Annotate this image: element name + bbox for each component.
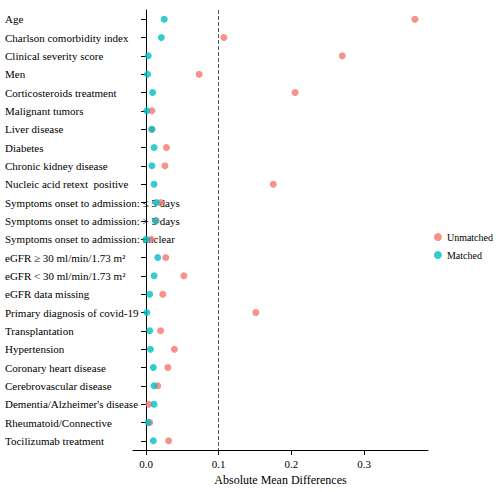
svg-text:eGFR data missing: eGFR data missing: [5, 288, 90, 300]
svg-text:Corticosteroids treatment: Corticosteroids treatment: [5, 87, 117, 99]
svg-text:Rheumatoid/Connective: Rheumatoid/Connective: [5, 417, 112, 429]
svg-text:eGFR < 30 ml/min/1.73 m²: eGFR < 30 ml/min/1.73 m²: [5, 270, 126, 282]
svg-text:Dementia/Alzheimer's disease: Dementia/Alzheimer's disease: [5, 398, 138, 410]
svg-text:Tocilizumab treatment: Tocilizumab treatment: [5, 435, 104, 447]
svg-text:Chronic kidney disease: Chronic kidney disease: [5, 160, 108, 172]
svg-text:Clinical severity score: Clinical severity score: [5, 50, 103, 62]
svg-text:Diabetes: Diabetes: [5, 142, 43, 154]
svg-text:Matched: Matched: [447, 250, 482, 261]
svg-text:Liver disease: Liver disease: [5, 123, 63, 135]
svg-text:Symptoms onset to admission: u: Symptoms onset to admission: unclear: [5, 233, 175, 245]
svg-text:Absolute Mean Differences: Absolute Mean Differences: [214, 473, 347, 487]
svg-text:0.3: 0.3: [357, 458, 371, 470]
svg-text:Symptoms onset to admission: >: Symptoms onset to admission: > 5 days: [5, 215, 180, 227]
svg-text:Hypertension: Hypertension: [5, 343, 65, 355]
svg-text:Age: Age: [5, 13, 23, 25]
svg-text:Symptoms onset to admission: ≤: Symptoms onset to admission: ≤ 5 days: [5, 197, 180, 209]
svg-text:eGFR ≥ 30 ml/min/1.73 m²: eGFR ≥ 30 ml/min/1.73 m²: [5, 252, 126, 264]
svg-text:Malignant tumors: Malignant tumors: [5, 105, 84, 117]
svg-text:Charlson comorbidity index: Charlson comorbidity index: [5, 32, 129, 44]
svg-text:Transplantation: Transplantation: [5, 325, 74, 337]
svg-text:Unmatched: Unmatched: [447, 232, 493, 243]
svg-text:0.0: 0.0: [139, 458, 153, 470]
svg-text:0.2: 0.2: [285, 458, 299, 470]
svg-text:Coronary heart disease: Coronary heart disease: [5, 362, 106, 374]
svg-text:Nucleic acid retext positive: Nucleic acid retext positive: [5, 178, 129, 190]
svg-text:Men: Men: [5, 68, 26, 80]
svg-text:Primary diagnosis of covid-19: Primary diagnosis of covid-19: [5, 307, 139, 319]
svg-text:Cerebrovascular disease: Cerebrovascular disease: [5, 380, 112, 392]
svg-text:0.1: 0.1: [212, 458, 226, 470]
